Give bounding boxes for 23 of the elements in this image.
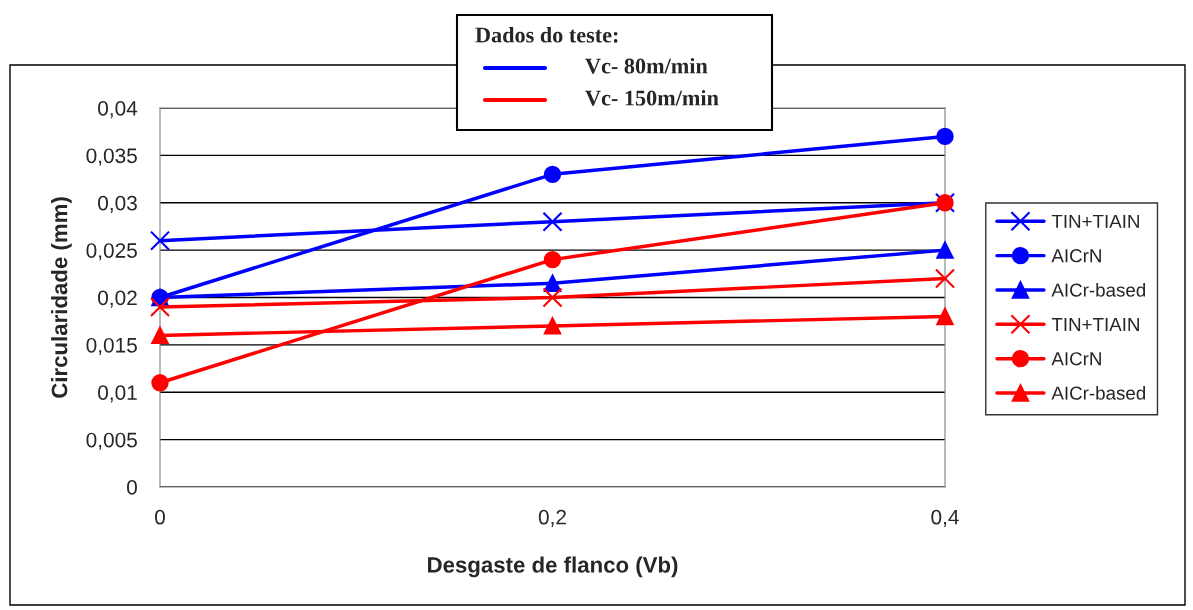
y-tick-label: 0,005	[86, 432, 137, 450]
y-tick-label: 0,04	[98, 101, 138, 119]
x-tick-label: 0,4	[931, 509, 959, 527]
legend-label: TIN+TIAIN	[1051, 214, 1139, 228]
y-tick-label: 0,03	[98, 195, 137, 213]
legend-label: AICr-based	[1051, 282, 1146, 297]
y-axis-title: Circularidade (mm)	[51, 197, 72, 398]
x-axis-title: Desgaste de flanco (Vb)	[428, 556, 678, 578]
legend-label: TIN+TIAIN	[1051, 318, 1139, 331]
legend-label: AICr-based	[1051, 386, 1146, 400]
y-tick-label: 0,025	[86, 243, 137, 261]
x-tick-label: 0	[155, 509, 165, 525]
legend-label: AICrN	[1051, 352, 1101, 366]
text: Vc- 150m/min	[585, 89, 719, 106]
legend-label: AICrN	[1051, 249, 1101, 263]
y-tick-label: 0,01	[98, 385, 137, 403]
y-tick-label: 0,035	[86, 148, 137, 166]
y-tick-label: 0	[127, 480, 137, 495]
y-tick-label: 0,015	[86, 337, 137, 356]
text: Dados do teste:	[475, 26, 618, 43]
text: Vc- 80m/min	[585, 57, 708, 74]
x-tick-label: 0,2	[538, 509, 566, 527]
y-tick-label: 0,02	[98, 290, 137, 308]
